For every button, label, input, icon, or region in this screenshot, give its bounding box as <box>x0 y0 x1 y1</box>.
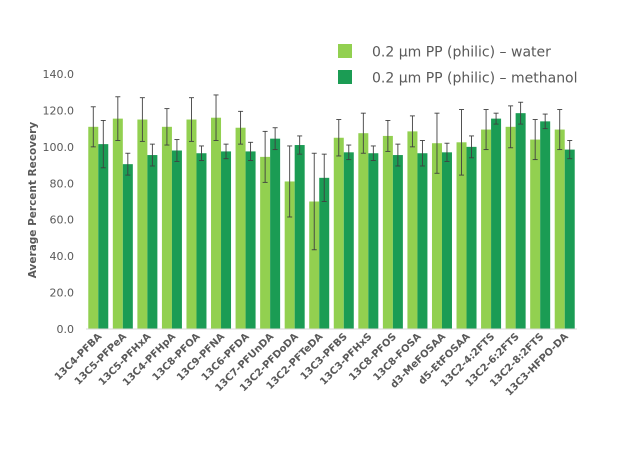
bar-methanol <box>368 153 379 329</box>
bar-water <box>211 117 222 329</box>
bar-water <box>235 127 246 329</box>
y-tick-label: 0.0 <box>57 323 75 336</box>
bar-methanol <box>564 149 575 329</box>
error-bars-group <box>90 94 573 251</box>
legend-swatch-water <box>338 44 352 58</box>
bar-methanol <box>294 145 305 329</box>
bar-water <box>431 143 442 329</box>
y-tick-label: 40.0 <box>50 250 75 263</box>
legend-label-methanol: 0.2 µm PP (philic) – methanol <box>372 71 578 87</box>
x-axis-category-labels: 13C4-PFBA13C5-PFPeA13C5-PFHxA13C4-PFHpA1… <box>53 331 571 398</box>
bar-water <box>186 119 197 330</box>
y-axis-title: Average Percent Recovery <box>27 122 39 279</box>
bar-methanol <box>466 146 477 329</box>
bar-methanol <box>319 177 330 329</box>
bar-methanol <box>245 151 256 329</box>
bar-water <box>137 119 148 330</box>
bar-methanol <box>270 138 281 329</box>
bar-water <box>554 129 565 329</box>
bar-water <box>333 137 344 329</box>
bar-water <box>112 118 123 329</box>
bar-water <box>382 135 393 329</box>
bar-water <box>481 129 492 329</box>
bar-methanol <box>147 155 158 329</box>
bar-water <box>88 126 99 329</box>
bar-methanol <box>540 121 551 329</box>
bar-water <box>260 156 271 329</box>
y-tick-label: 140.0 <box>43 68 75 81</box>
bar-water <box>309 201 320 329</box>
y-tick-label: 60.0 <box>50 214 75 227</box>
bar-methanol <box>171 150 182 329</box>
bar-water <box>284 181 295 329</box>
bar-methanol <box>515 113 526 330</box>
bar-methanol <box>343 152 354 329</box>
y-tick-label: 20.0 <box>50 287 75 300</box>
bar-methanol <box>417 153 428 329</box>
bar-water <box>161 126 172 329</box>
bar-methanol <box>122 164 133 329</box>
y-axis-ticks: 0.0 20.0 40.0 60.0 80.0 100.0 120.0 140.0 <box>43 68 75 336</box>
bar-water <box>358 133 369 329</box>
bar-methanol <box>392 155 403 329</box>
y-tick-label: 80.0 <box>50 177 75 190</box>
bar-methanol <box>221 151 232 329</box>
legend: 0.2 µm PP (philic) – water 0.2 µm PP (phi… <box>338 44 578 87</box>
bar-methanol <box>196 153 207 329</box>
legend-label-water: 0.2 µm PP (philic) – water <box>372 45 551 61</box>
legend-swatch-methanol <box>338 70 352 84</box>
bar-water <box>505 126 516 329</box>
y-tick-label: 120.0 <box>43 104 75 117</box>
bar-series-group <box>88 113 575 330</box>
bar-methanol <box>98 144 109 329</box>
bar-methanol <box>441 152 452 329</box>
bar-methanol <box>491 118 502 329</box>
bar-water <box>407 131 418 329</box>
bar-water <box>530 139 541 329</box>
y-tick-label: 100.0 <box>43 141 75 154</box>
bar-water <box>456 142 467 329</box>
